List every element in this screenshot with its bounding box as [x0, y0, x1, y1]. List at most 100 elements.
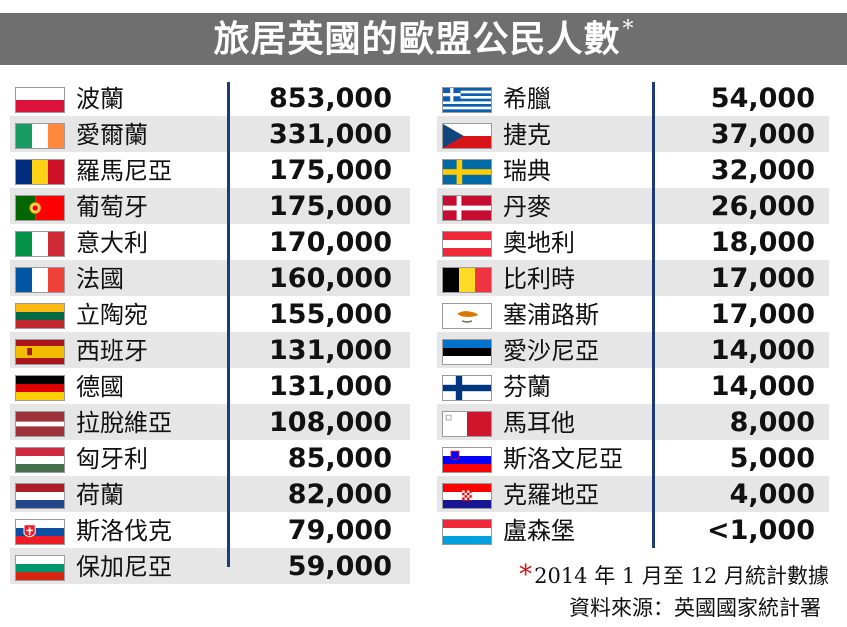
- country-name: 丹麥: [503, 193, 551, 221]
- population-value: 14,000: [710, 335, 815, 366]
- country-name: 捷克: [503, 121, 551, 149]
- hungary-flag-icon: [15, 447, 65, 473]
- bulgaria-flag-icon: [15, 555, 65, 581]
- ireland-flag-icon: [15, 123, 65, 149]
- population-value: 85,000: [287, 443, 392, 474]
- population-value: 331,000: [269, 119, 392, 150]
- country-name: 匈牙利: [76, 445, 148, 473]
- population-value: 170,000: [269, 227, 392, 258]
- table-row: 奧地利 18,000: [437, 224, 829, 260]
- population-value: 4,000: [729, 479, 815, 510]
- table-row: 芬蘭 14,000: [437, 368, 829, 404]
- table-row: 波蘭 853,000: [10, 80, 410, 116]
- slovakia-flag-icon: [15, 519, 65, 545]
- country-name: 比利時: [503, 265, 575, 293]
- title-footnote-mark: *: [622, 16, 634, 42]
- population-value: 79,000: [287, 515, 392, 546]
- lithuania-flag-icon: [15, 303, 65, 329]
- table-row: 西班牙 131,000: [10, 332, 410, 368]
- footnote-mark: *: [519, 560, 533, 590]
- poland-flag-icon: [15, 87, 65, 113]
- cyprus-flag-icon: [442, 303, 492, 329]
- luxembourg-flag-icon: [442, 519, 492, 545]
- country-name: 西班牙: [76, 337, 148, 365]
- portugal-flag-icon: [15, 195, 65, 221]
- table-row: 盧森堡 <1,000: [437, 512, 829, 548]
- table-row: 意大利 170,000: [10, 224, 410, 260]
- country-name: 波蘭: [76, 85, 124, 113]
- population-value: 131,000: [269, 371, 392, 402]
- table-row: 保加尼亞 59,000: [10, 548, 410, 584]
- country-name: 塞浦路斯: [503, 301, 599, 329]
- latvia-flag-icon: [15, 411, 65, 437]
- table-row: 羅馬尼亞 175,000: [10, 152, 410, 188]
- croatia-flag-icon: [442, 483, 492, 509]
- france-flag-icon: [15, 267, 65, 293]
- population-value: 155,000: [269, 299, 392, 330]
- country-name: 意大利: [76, 229, 148, 257]
- country-name: 瑞典: [503, 157, 551, 185]
- country-name: 斯洛文尼亞: [503, 445, 623, 473]
- country-name: 愛爾蘭: [76, 121, 148, 149]
- footnote-text: 2014 年 1 月至 12 月統計數據: [534, 564, 829, 588]
- source-credit: 資料來源：英國國家統計署: [569, 596, 821, 620]
- country-name: 羅馬尼亞: [76, 157, 172, 185]
- chart-title: 旅居英國的歐盟公民人數: [213, 18, 621, 60]
- table-row: 匈牙利 85,000: [10, 440, 410, 476]
- population-value: 59,000: [287, 551, 392, 582]
- right-column-table: 希臘 54,000 捷克 37,000 瑞典 32,000 丹麥 26,000 奧地利 18,00…: [437, 80, 829, 548]
- table-row: 法國 160,000: [10, 260, 410, 296]
- population-value: 14,000: [710, 371, 815, 402]
- table-row: 愛沙尼亞 14,000: [437, 332, 829, 368]
- population-value: 108,000: [269, 407, 392, 438]
- table-row: 塞浦路斯 17,000: [437, 296, 829, 332]
- country-name: 奧地利: [503, 229, 575, 257]
- table-row: 斯洛文尼亞 5,000: [437, 440, 829, 476]
- table-row: 愛爾蘭 331,000: [10, 116, 410, 152]
- population-value: 175,000: [269, 191, 392, 222]
- table-row: 克羅地亞 4,000: [437, 476, 829, 512]
- table-row: 比利時 17,000: [437, 260, 829, 296]
- country-name: 斯洛伐克: [76, 517, 172, 545]
- greece-flag-icon: [442, 87, 492, 113]
- country-name: 希臘: [503, 85, 551, 113]
- country-name: 芬蘭: [503, 373, 551, 401]
- population-value: 175,000: [269, 155, 392, 186]
- country-name: 馬耳他: [503, 409, 575, 437]
- netherlands-flag-icon: [15, 483, 65, 509]
- denmark-flag-icon: [442, 195, 492, 221]
- population-value: 37,000: [710, 119, 815, 150]
- country-name: 荷蘭: [76, 481, 124, 509]
- country-name: 葡萄牙: [76, 193, 148, 221]
- population-value: 131,000: [269, 335, 392, 366]
- footnote: *2014 年 1 月至 12 月統計數據: [519, 560, 829, 590]
- population-value: 54,000: [710, 83, 815, 114]
- population-value: 32,000: [710, 155, 815, 186]
- population-value: 5,000: [729, 443, 815, 474]
- romania-flag-icon: [15, 159, 65, 185]
- left-column-divider: [227, 82, 230, 567]
- left-column-table: 波蘭 853,000 愛爾蘭 331,000 羅馬尼亞 175,000 葡萄牙 175,000…: [10, 80, 410, 584]
- italy-flag-icon: [15, 231, 65, 257]
- table-row: 希臘 54,000: [437, 80, 829, 116]
- spain-flag-icon: [15, 339, 65, 365]
- population-value: 160,000: [269, 263, 392, 294]
- country-name: 盧森堡: [503, 517, 575, 545]
- population-value: 82,000: [287, 479, 392, 510]
- population-value: 853,000: [269, 83, 392, 114]
- table-row: 瑞典 32,000: [437, 152, 829, 188]
- table-row: 拉脫維亞 108,000: [10, 404, 410, 440]
- malta-flag-icon: [442, 411, 492, 437]
- belgium-flag-icon: [442, 267, 492, 293]
- population-value: 18,000: [710, 227, 815, 258]
- table-row: 斯洛伐克 79,000: [10, 512, 410, 548]
- finland-flag-icon: [442, 375, 492, 401]
- country-name: 愛沙尼亞: [503, 337, 599, 365]
- country-name: 德國: [76, 373, 124, 401]
- title-bar: 旅居英國的歐盟公民人數 *: [0, 13, 847, 65]
- table-row: 馬耳他 8,000: [437, 404, 829, 440]
- estonia-flag-icon: [442, 339, 492, 365]
- population-value: 26,000: [710, 191, 815, 222]
- table-row: 荷蘭 82,000: [10, 476, 410, 512]
- table-row: 立陶宛 155,000: [10, 296, 410, 332]
